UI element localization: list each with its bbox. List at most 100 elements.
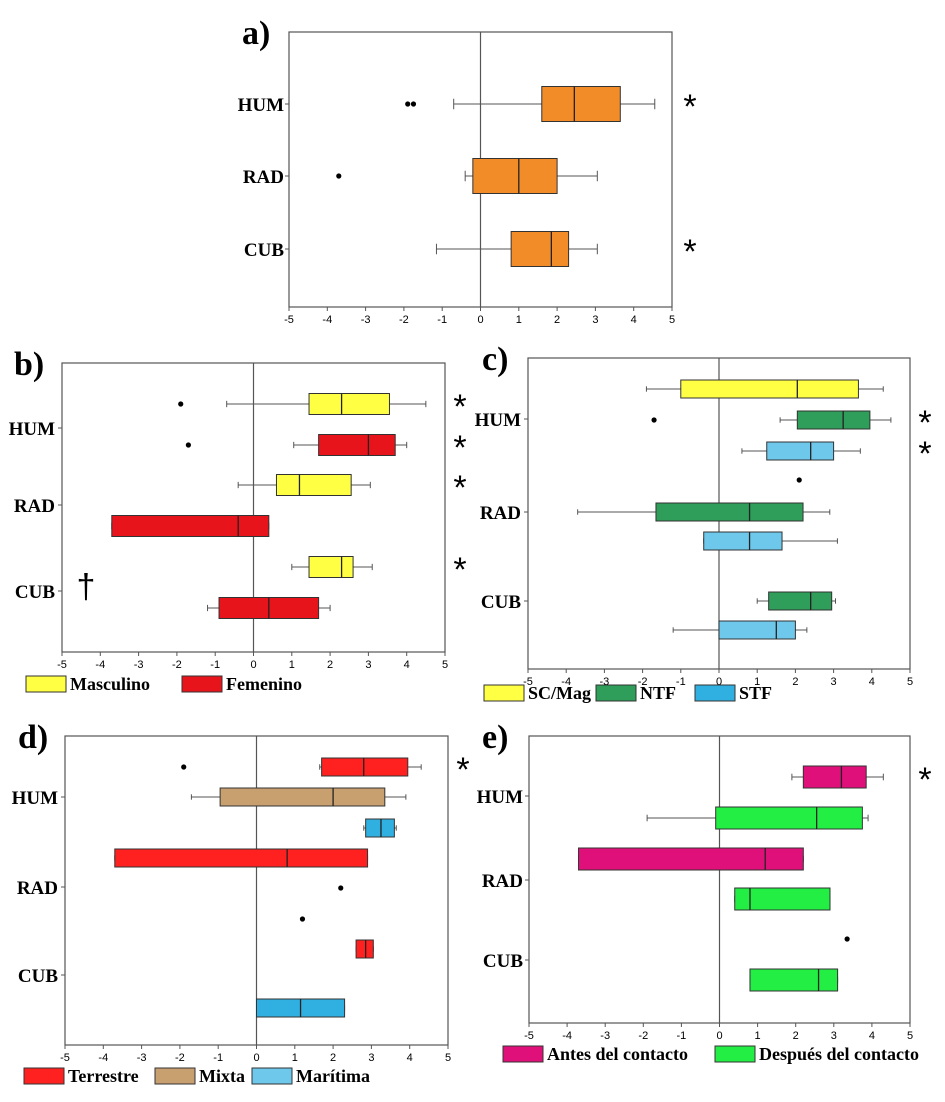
legend: Antes del contacto Después del contacto <box>502 1044 919 1064</box>
box-series-mixta <box>190 787 407 807</box>
iqr-box <box>275 474 352 496</box>
box-series-hum: * <box>405 86 697 126</box>
category-label-rad: RAD <box>480 503 521 524</box>
outlier-point <box>178 401 184 407</box>
x-tick-label: -2 <box>172 659 182 671</box>
x-tick-label: -3 <box>137 1052 147 1064</box>
x-tick-label: -3 <box>600 1030 610 1042</box>
x-tick-label: 4 <box>404 659 410 671</box>
outlier-point <box>181 764 187 770</box>
outlier-point <box>299 916 306 922</box>
x-tick-label: 4 <box>869 676 875 688</box>
x-tick-label: 0 <box>716 1030 722 1042</box>
box-series-ntf <box>756 591 837 611</box>
legend-label: NTF <box>640 683 676 703</box>
box-series-ntf <box>577 502 831 522</box>
x-tick-label: 1 <box>516 314 522 326</box>
iqr-box <box>768 591 833 611</box>
x-tick-label: -5 <box>57 659 67 671</box>
x-tick-label: 3 <box>831 676 837 688</box>
x-tick-label: 4 <box>869 1030 875 1042</box>
box-series-ntf: * <box>651 404 932 442</box>
significance-asterisk: * <box>683 233 696 271</box>
x-tick-label: -3 <box>134 659 144 671</box>
box-series-despu-s-del-contacto <box>749 936 850 992</box>
box-series-femenino <box>207 597 331 619</box>
category-label-cub: CUB <box>483 951 523 972</box>
panel-e: e) -5 -4 -3 -2 -1 0 1 2 3 4 5 HUM RAD CUB * Antes del co… <box>477 719 932 1064</box>
legend: SC/Mag NTF STF <box>483 683 772 703</box>
significance-asterisk: * <box>918 404 931 442</box>
legend-label: Antes del contacto <box>547 1044 688 1064</box>
x-tick-label: -5 <box>523 676 533 688</box>
category-label-rad: RAD <box>482 871 523 892</box>
category-label-rad: RAD <box>243 167 284 188</box>
legend-swatch <box>23 1067 65 1085</box>
iqr-box <box>318 434 396 456</box>
legend-label: Marítima <box>296 1066 370 1086</box>
iqr-box <box>796 410 871 430</box>
x-tick-label: 0 <box>477 314 483 326</box>
outlier-point <box>796 477 802 483</box>
outlier-point <box>336 173 342 179</box>
x-tick-label: 1 <box>754 676 760 688</box>
x-tick-label: 4 <box>631 314 637 326</box>
panel-b: b)-5 -4 -3 -2 -1 0 1 2 3 4 5HUMRADCUB****†Masculin… <box>9 346 467 694</box>
box-series-stf <box>672 620 808 640</box>
x-tick-label: 5 <box>907 676 913 688</box>
legend-label: Femenino <box>226 674 302 694</box>
box-series-antes-del-contacto <box>578 847 804 871</box>
legend-swatch <box>694 684 736 702</box>
panel-letter: d) <box>18 719 48 756</box>
x-tick-label: 3 <box>831 1030 837 1042</box>
iqr-box <box>219 787 386 807</box>
x-tick-label: -4 <box>95 659 105 671</box>
x-tick-label: -1 <box>210 659 220 671</box>
iqr-box <box>715 806 863 830</box>
box-series-despu-s-del-contacto <box>646 806 869 830</box>
legend-swatch <box>154 1067 196 1085</box>
outlier-point <box>338 885 344 891</box>
iqr-box <box>355 939 374 959</box>
x-tick-label: 2 <box>792 676 798 688</box>
iqr-box <box>718 620 796 640</box>
category-label-cub: CUB <box>15 582 55 603</box>
box-series-terrestre: * <box>181 751 470 789</box>
category-label-cub: CUB <box>244 240 284 261</box>
legend-swatch <box>251 1067 293 1085</box>
x-tick-label: -3 <box>361 314 371 326</box>
category-label-hum: HUM <box>477 787 524 808</box>
legend-swatch <box>595 684 637 702</box>
outlier-point <box>185 442 191 448</box>
panel-c: c) -5 -4 -3 -2 -1 0 1 2 3 4 5 HUM RAD CUB ** SC/Mag NTF ST… <box>475 341 932 703</box>
significance-asterisk: * <box>918 435 931 473</box>
x-tick-label: 2 <box>793 1030 799 1042</box>
iqr-box <box>365 818 395 838</box>
x-tick-label: -4 <box>322 314 332 326</box>
legend-label: Masculino <box>70 674 150 694</box>
category-label-hum: HUM <box>9 419 56 440</box>
box-series-mar-tima <box>256 998 346 1018</box>
legend-swatch <box>502 1045 544 1063</box>
x-tick-label: -4 <box>561 676 571 688</box>
legend-swatch <box>181 675 223 693</box>
x-tick-label: 5 <box>669 314 675 326</box>
x-tick-label: 5 <box>907 1030 913 1042</box>
x-tick-label: 0 <box>716 676 722 688</box>
box-series-rad <box>336 158 598 194</box>
x-tick-label: 5 <box>445 1052 451 1064</box>
box-series-masculino: * <box>178 388 467 426</box>
legend-swatch <box>483 684 525 702</box>
x-tick-label: -4 <box>98 1052 108 1064</box>
panel-letter: e) <box>482 719 508 756</box>
category-label-hum: HUM <box>238 95 285 116</box>
x-tick-label: 5 <box>442 659 448 671</box>
x-tick-label: -2 <box>399 314 409 326</box>
legend-label: STF <box>739 683 772 703</box>
x-tick-label: 3 <box>365 659 371 671</box>
iqr-box <box>472 158 558 194</box>
iqr-box <box>308 393 390 415</box>
x-tick-label: -5 <box>284 314 294 326</box>
x-tick-label: -5 <box>60 1052 70 1064</box>
